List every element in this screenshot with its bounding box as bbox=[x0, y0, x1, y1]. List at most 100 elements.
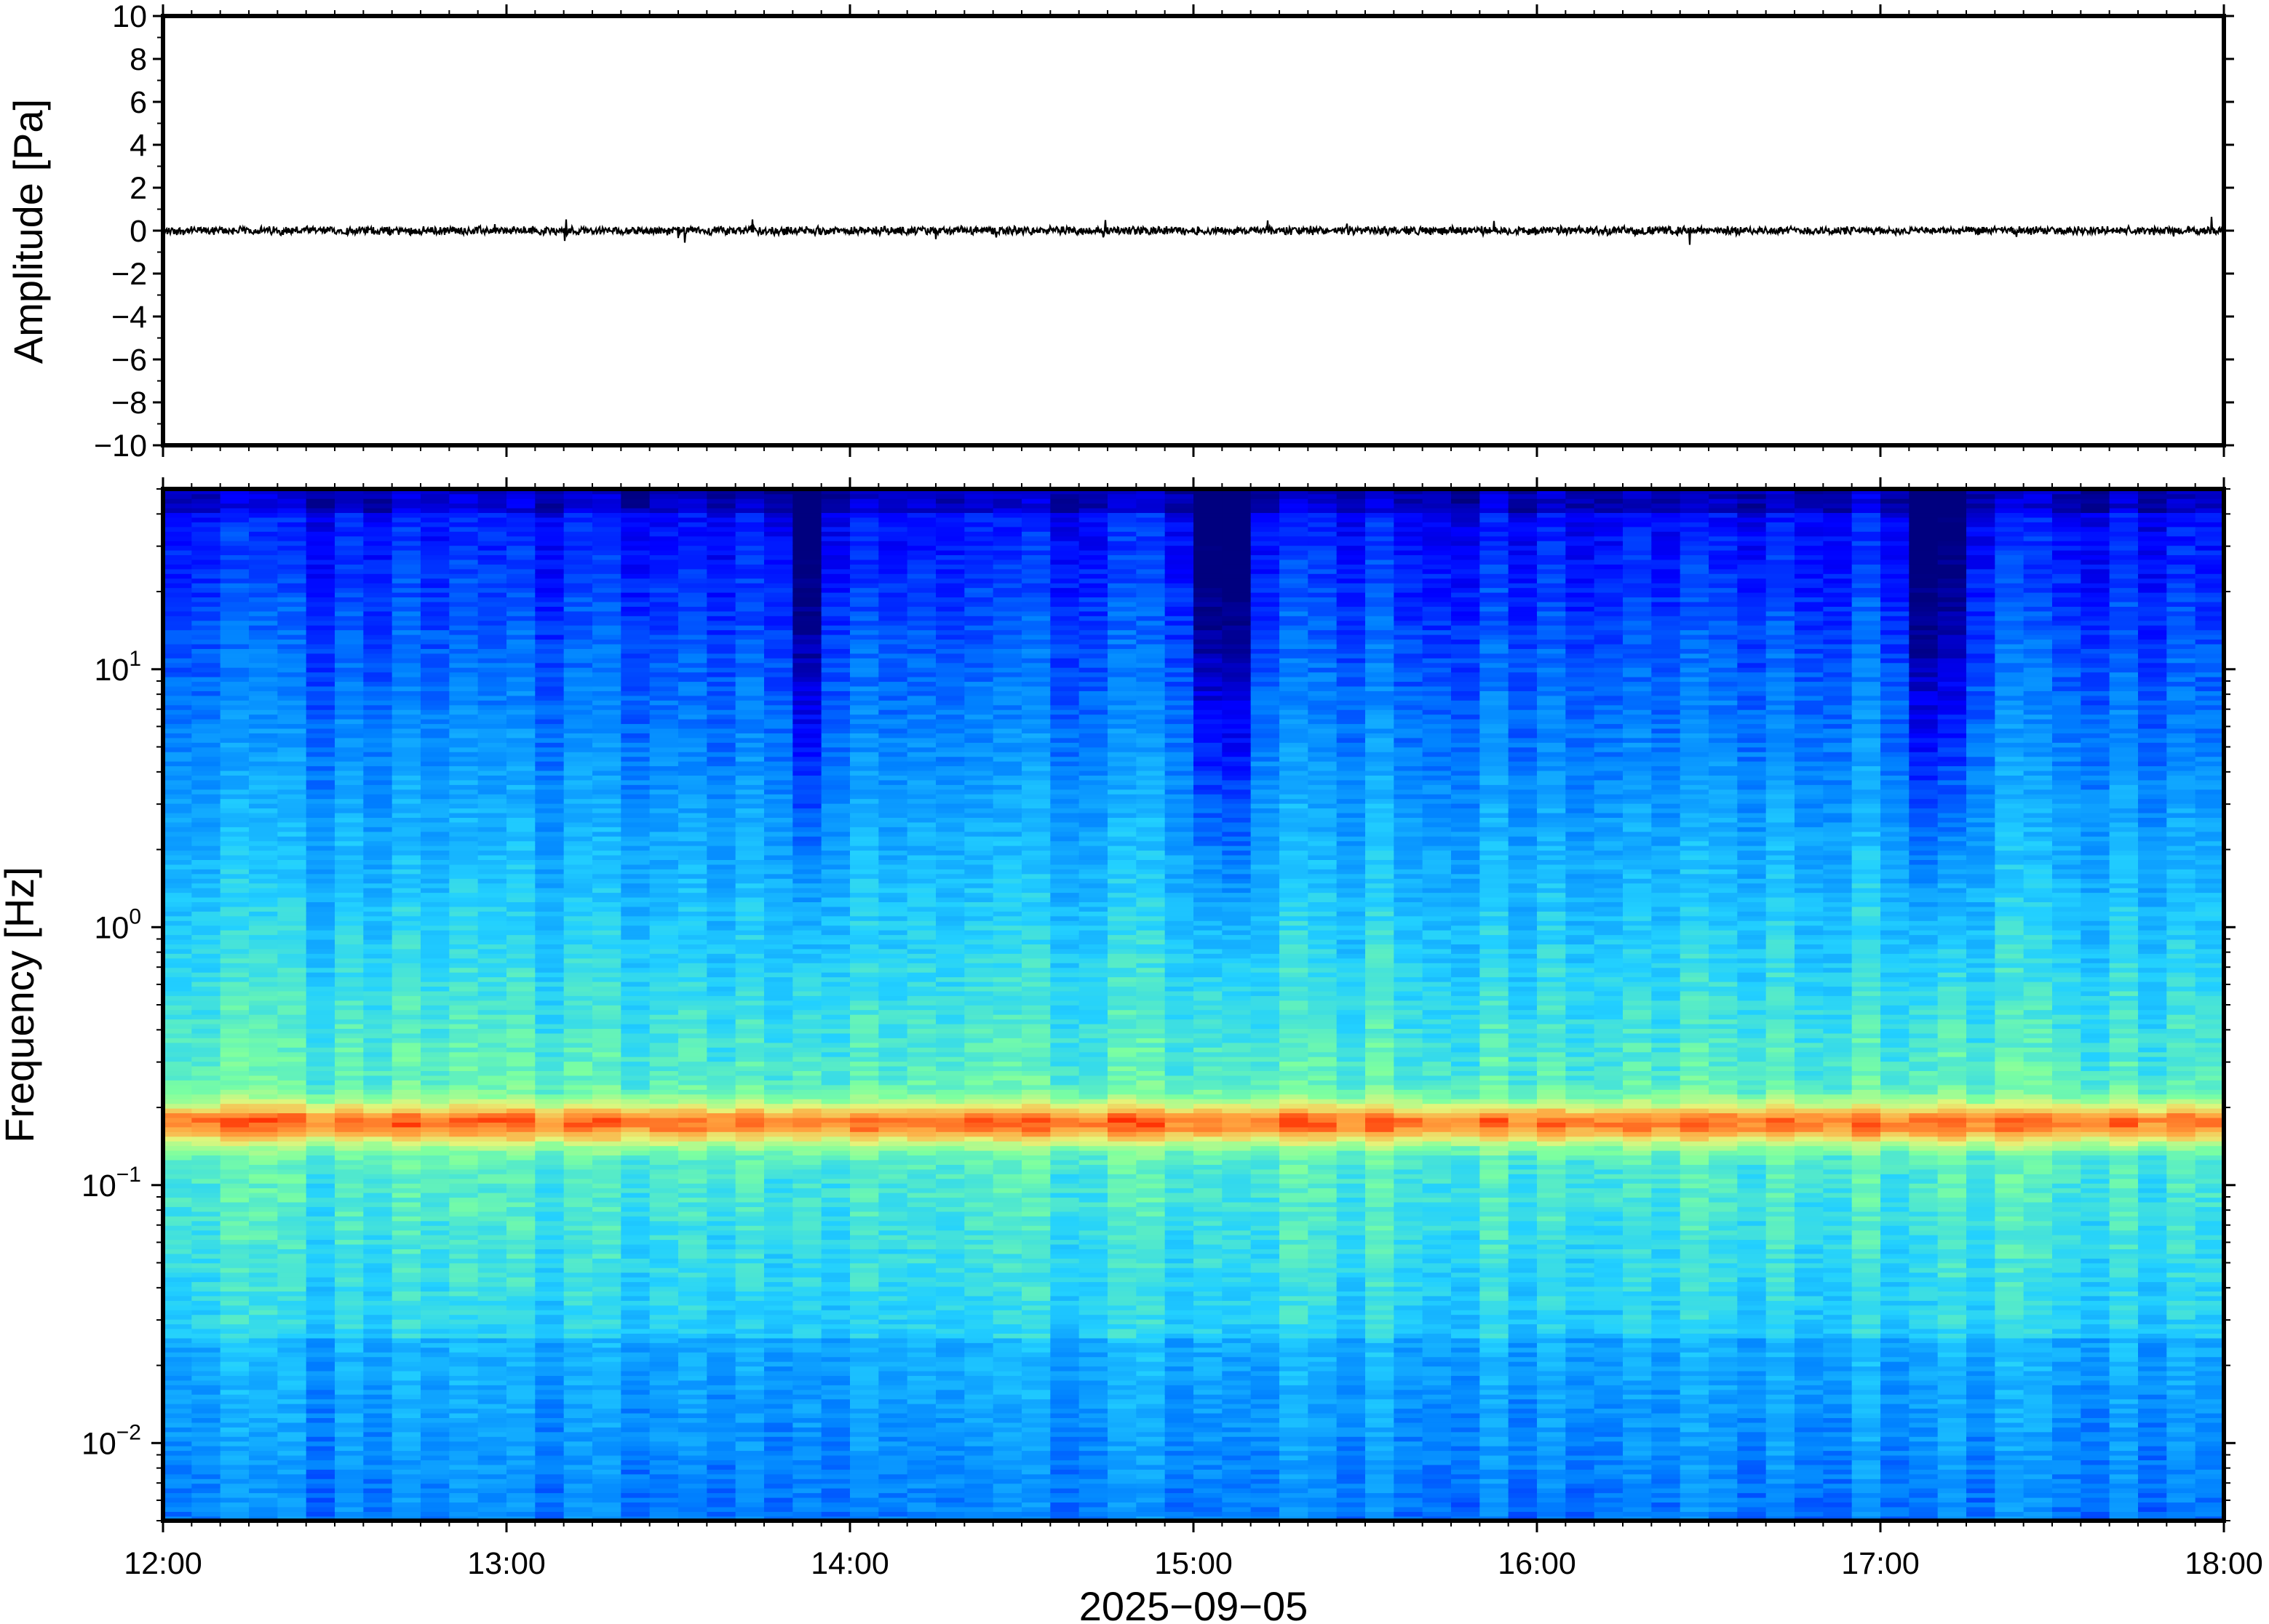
spectrogram-cell bbox=[277, 953, 307, 959]
spectrogram-cell bbox=[421, 877, 450, 884]
spectrogram-cell bbox=[277, 681, 307, 687]
spectrogram-cell bbox=[506, 948, 536, 954]
spectrogram-cell bbox=[335, 1019, 365, 1024]
spectrogram-cell bbox=[163, 869, 193, 875]
spectrogram-cell bbox=[220, 503, 250, 509]
spectrogram-cell bbox=[477, 1014, 507, 1020]
spectrogram-cell bbox=[621, 1356, 651, 1362]
spectrogram-cell bbox=[477, 503, 507, 509]
spectrogram-cell bbox=[363, 1239, 393, 1245]
spectrogram-cell bbox=[649, 1150, 679, 1156]
spectrogram-cell bbox=[306, 1309, 335, 1315]
spectrogram-cell bbox=[735, 545, 765, 551]
spectrogram-cell bbox=[421, 573, 450, 579]
spectrogram-cell bbox=[335, 971, 365, 978]
spectrogram-cell bbox=[449, 1258, 479, 1264]
spectrogram-cell bbox=[335, 1389, 365, 1395]
spectrogram-cell bbox=[735, 493, 765, 499]
spectrogram-cell bbox=[621, 610, 651, 616]
spectrogram-cell bbox=[392, 1169, 421, 1174]
spectrogram-cell bbox=[707, 681, 736, 687]
spectrogram-cell bbox=[306, 831, 335, 837]
spectrogram-cell bbox=[735, 967, 765, 973]
spectrogram-cell bbox=[621, 1366, 651, 1372]
spectrogram-cell bbox=[621, 1478, 651, 1484]
spectrogram-cell bbox=[191, 1201, 221, 1207]
spectrogram-cell bbox=[191, 1009, 221, 1015]
spectrogram-cell bbox=[306, 1483, 335, 1489]
spectrogram-cell bbox=[306, 1393, 335, 1400]
spectrogram-cell bbox=[735, 1234, 765, 1241]
spectrogram-cell bbox=[363, 545, 393, 551]
spectrogram-cell bbox=[421, 920, 450, 926]
spectrogram-cell bbox=[363, 643, 393, 649]
spectrogram-cell bbox=[277, 803, 307, 809]
spectrogram-cell bbox=[649, 751, 679, 757]
spectrogram-cell bbox=[477, 1211, 507, 1217]
spectrogram-cell bbox=[764, 1412, 794, 1418]
spectrogram-cell bbox=[592, 1056, 622, 1062]
spectrogram-cell bbox=[764, 1136, 794, 1142]
spectrogram-cell bbox=[535, 1061, 565, 1067]
spectrogram-cell bbox=[506, 1314, 536, 1320]
spectrogram-cell bbox=[421, 901, 450, 907]
spectrogram-cell bbox=[707, 718, 736, 725]
spectrogram-cell bbox=[306, 1351, 335, 1358]
spectrogram-cell bbox=[163, 1201, 193, 1207]
spectrogram-cell bbox=[421, 976, 450, 982]
spectrogram-cell bbox=[191, 850, 221, 856]
spectrogram-cell bbox=[592, 986, 622, 992]
spectrogram-cell bbox=[249, 1276, 279, 1283]
spectrogram-cell bbox=[621, 1234, 651, 1241]
spectrogram-cell bbox=[249, 690, 279, 696]
spectrogram-cell bbox=[306, 559, 335, 565]
spectrogram-cell bbox=[506, 733, 536, 739]
spectrogram-cell bbox=[621, 1103, 651, 1109]
spectrogram-cell bbox=[363, 1272, 393, 1278]
spectrogram-cell bbox=[764, 1094, 794, 1099]
spectrogram-cell bbox=[678, 925, 708, 931]
spectrogram-cell bbox=[363, 610, 393, 616]
spectrogram-cell bbox=[392, 817, 421, 823]
spectrogram-cell bbox=[621, 1159, 651, 1165]
spectrogram-cell bbox=[649, 1497, 679, 1503]
spectrogram-cell bbox=[306, 685, 335, 691]
spectrogram-cell bbox=[392, 756, 421, 762]
spectrogram-cell bbox=[163, 1333, 193, 1339]
spectrogram-cell bbox=[649, 1056, 679, 1062]
spectrogram-cell bbox=[563, 990, 593, 996]
spectrogram-cell bbox=[249, 573, 279, 579]
spectrogram-cell bbox=[449, 1295, 479, 1301]
spectrogram-cell bbox=[563, 1314, 593, 1320]
spectrogram-cell bbox=[506, 1258, 536, 1264]
spectrogram-cell bbox=[363, 920, 393, 926]
spectrogram-cell bbox=[449, 1511, 479, 1517]
spectrogram-cell bbox=[477, 760, 507, 767]
spectrogram-cell bbox=[277, 760, 307, 767]
spectrogram-cell bbox=[506, 690, 536, 696]
spectrogram-cell bbox=[621, 709, 651, 715]
spectrogram-cell bbox=[421, 1155, 450, 1161]
spectrogram-cell bbox=[535, 1136, 565, 1142]
spectrogram-cell bbox=[363, 592, 393, 598]
spectrogram-cell bbox=[220, 827, 250, 832]
spectrogram-cell bbox=[477, 1107, 507, 1114]
spectrogram-cell bbox=[592, 1267, 622, 1273]
spectrogram-cell bbox=[735, 915, 765, 921]
spectrogram-cell bbox=[335, 981, 365, 987]
spectrogram-cell bbox=[563, 512, 593, 518]
spectrogram-cell bbox=[335, 606, 365, 612]
spectrogram-cell bbox=[220, 1000, 250, 1006]
spectrogram-cell bbox=[592, 896, 622, 902]
spectrogram-cell bbox=[363, 733, 393, 739]
spectrogram-cell bbox=[678, 1103, 708, 1109]
spectrogram-cell bbox=[191, 1469, 221, 1475]
spectrogram-cell bbox=[392, 1487, 421, 1494]
spectrogram-cell bbox=[335, 1243, 365, 1249]
spectrogram-cell bbox=[363, 1431, 393, 1437]
spectrogram-cell bbox=[535, 1080, 565, 1086]
spectrogram-cell bbox=[535, 1342, 565, 1348]
spectrogram-cell bbox=[449, 967, 479, 973]
spectrogram-cell bbox=[421, 1478, 450, 1484]
spectrogram-cell bbox=[220, 1487, 250, 1494]
